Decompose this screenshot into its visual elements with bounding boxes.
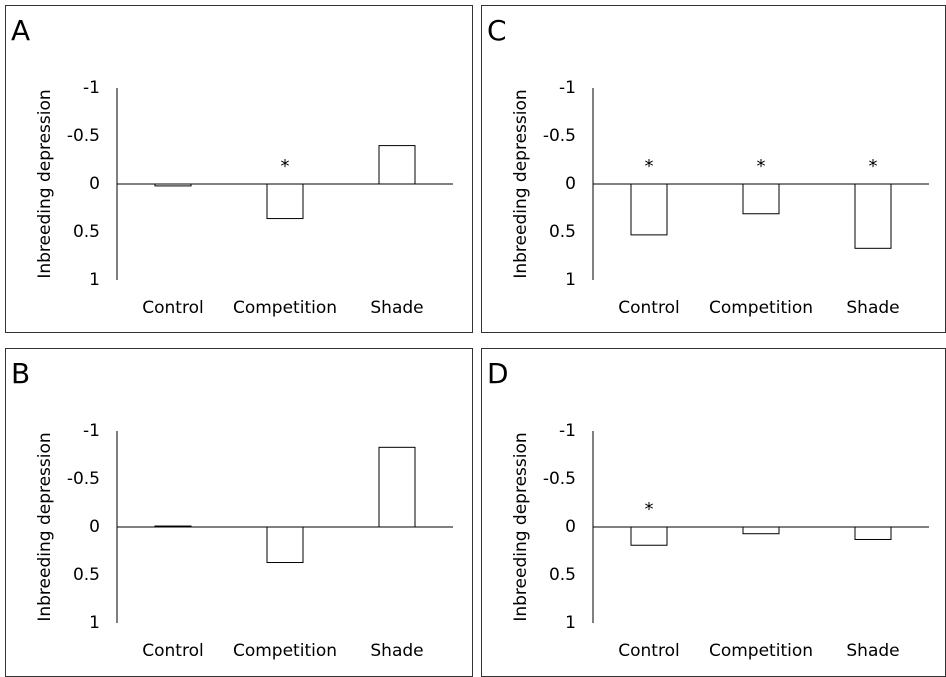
bar (742, 526, 780, 535)
y-tick-label: 0.5 (549, 565, 576, 585)
y-tick-label: 1 (565, 270, 576, 290)
bar (378, 446, 416, 528)
x-tick-label: Shade (370, 641, 423, 661)
y-tick-label: -1 (83, 78, 100, 98)
y-axis-label: Inbreeding depression (511, 89, 531, 278)
panel: C -1 -0.5 0 0.5 1 Inbreeding depression Control… (481, 5, 946, 333)
x-tick-label: Competition (233, 298, 337, 318)
bar (742, 183, 780, 215)
panel-letter: B (11, 357, 30, 390)
panel-frame (5, 5, 473, 333)
bar (378, 145, 416, 185)
y-tick-label: 0.5 (73, 565, 100, 585)
y-tick-label: 0.5 (549, 222, 576, 242)
bar (266, 183, 304, 220)
y-axis-label: Inbreeding depression (511, 432, 531, 621)
y-tick-label: 0 (565, 174, 576, 194)
panel-letter: A (11, 14, 30, 47)
y-tick-label: -1 (83, 421, 100, 441)
x-tick-label: Competition (709, 641, 813, 661)
y-tick-label: -0.5 (67, 126, 100, 146)
x-tick-label: Control (618, 641, 679, 661)
panel: D -1 -0.5 0 0.5 1 Inbreeding depression Control… (481, 348, 946, 677)
y-tick-label: 0.5 (73, 222, 100, 242)
y-axis-label: Inbreeding depression (35, 89, 55, 278)
bar (266, 526, 304, 564)
significance-marker: * (757, 156, 766, 177)
panel-letter: C (487, 14, 507, 47)
y-tick-label: -1 (559, 421, 576, 441)
significance-marker: * (645, 499, 654, 520)
bar (630, 526, 668, 546)
x-tick-label: Competition (233, 641, 337, 661)
x-tick-label: Competition (709, 298, 813, 318)
y-tick-label: -1 (559, 78, 576, 98)
panel-letter: D (487, 357, 509, 390)
y-tick-label: 1 (565, 613, 576, 633)
significance-marker: * (281, 156, 290, 177)
significance-marker: * (645, 156, 654, 177)
panel: B -1 -0.5 0 0.5 1 Inbreeding depression Control… (5, 348, 473, 677)
y-tick-label: 1 (89, 270, 100, 290)
x-tick-label: Shade (846, 641, 899, 661)
bar (854, 526, 892, 540)
y-tick-label: -0.5 (67, 469, 100, 489)
bar (630, 183, 668, 236)
y-tick-label: 0 (89, 174, 100, 194)
x-tick-label: Shade (846, 298, 899, 318)
bar (854, 183, 892, 249)
panel: A -1 -0.5 0 0.5 1 Inbreeding depression Control… (5, 5, 473, 333)
x-tick-label: Control (618, 298, 679, 318)
x-tick-label: Control (142, 298, 203, 318)
significance-marker: * (869, 156, 878, 177)
y-axis-label: Inbreeding depression (35, 432, 55, 621)
y-tick-label: -0.5 (543, 469, 576, 489)
y-tick-label: 0 (565, 517, 576, 537)
y-tick-label: -0.5 (543, 126, 576, 146)
y-tick-label: 1 (89, 613, 100, 633)
x-tick-label: Shade (370, 298, 423, 318)
x-tick-label: Control (142, 641, 203, 661)
panel-frame (481, 348, 946, 677)
y-tick-label: 0 (89, 517, 100, 537)
